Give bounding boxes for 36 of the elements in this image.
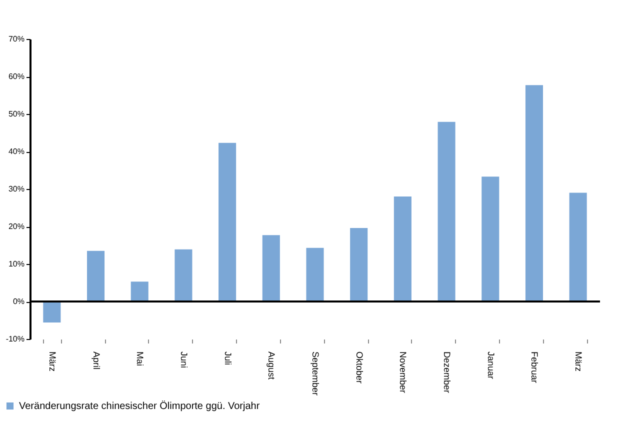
y-tick-label: 20% <box>8 222 24 231</box>
y-tick-label: 40% <box>8 147 24 156</box>
legend-label: Veränderungsrate chinesischer Ölimporte ggü. Vorjahr <box>19 400 260 412</box>
bar <box>87 250 105 302</box>
x-tick-label: März <box>574 352 584 372</box>
y-tick-label: 60% <box>8 72 24 81</box>
bar <box>130 282 148 302</box>
x-tick-label: April <box>91 352 102 370</box>
x-tick-label: August <box>266 352 277 380</box>
x-tick-label: Juli <box>222 352 233 366</box>
y-tick-label: 10% <box>8 260 24 268</box>
x-tick-label: Mai <box>135 352 146 366</box>
bar <box>438 122 456 302</box>
bar <box>482 176 500 302</box>
y-tick-label: 0% <box>12 297 24 306</box>
y-tick-label: -10% <box>6 334 24 344</box>
x-tick-label: Januar <box>486 352 496 380</box>
y-tick-label: 70% <box>8 34 24 44</box>
x-tick-label: Februar <box>530 352 540 384</box>
bar <box>394 196 412 302</box>
bar <box>262 235 280 302</box>
bar <box>525 85 543 302</box>
bar <box>569 192 587 302</box>
x-tick-label: November <box>398 352 408 394</box>
x-tick-label: Dezember <box>442 352 452 394</box>
bar <box>174 249 192 302</box>
bar <box>306 248 324 302</box>
x-tick-label: Oktober <box>354 352 364 384</box>
y-tick-label: 50% <box>8 110 24 118</box>
bar <box>218 142 236 302</box>
x-tick-label: September <box>310 352 320 396</box>
x-tick-label: Juni <box>178 352 189 368</box>
bar <box>43 302 61 322</box>
x-tick-label: März <box>47 352 58 372</box>
y-tick-label: 30% <box>8 184 24 194</box>
bar <box>350 228 368 302</box>
